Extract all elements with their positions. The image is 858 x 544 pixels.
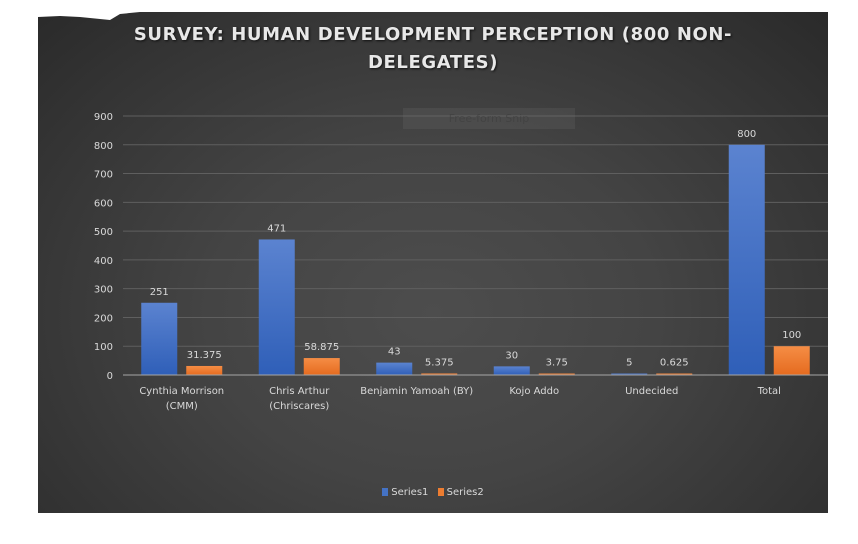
data-label-series2: 3.75 [546, 358, 568, 369]
data-label-series2: 31.375 [187, 350, 222, 361]
data-label-series1: 43 [388, 347, 401, 358]
y-tick-label: 700 [94, 170, 113, 181]
legend-label-series1: Series1 [391, 487, 429, 498]
data-labels: 251 31.375 471 58.875 43 5.375 30 3.75 5 0.625 800… [150, 129, 802, 369]
bar-series2 [538, 373, 575, 375]
bar-series2 [303, 358, 340, 375]
torn-edge [0, 0, 858, 20]
chart-title-line-2: DELEGATES) [367, 52, 499, 73]
legend: Series1 Series2 [38, 487, 828, 498]
bars [141, 144, 810, 375]
bar-series1 [376, 362, 413, 375]
category-labels: Cynthia Morrison (CMM) Chris Arthur (Chrisc… [139, 386, 781, 412]
legend-swatch-series1 [382, 488, 389, 496]
bar-series2 [656, 373, 693, 375]
chart-area: SURVEY: HUMAN DEVELOPMENT PERCEPTION (80… [38, 12, 828, 513]
legend-swatch-series2 [437, 488, 444, 496]
legend-label-series2: Series2 [446, 487, 484, 498]
y-tick-label: 300 [94, 285, 113, 296]
y-axis-ticks: 0 100 200 300 400 500 600 700 800 900 [94, 112, 113, 382]
data-label-series1: 251 [150, 287, 169, 298]
data-label-series1: 471 [267, 223, 286, 234]
bar-series1 [258, 239, 295, 375]
legend-item-series2: Series2 [437, 487, 484, 498]
y-tick-label: 900 [94, 112, 113, 123]
bar-series2 [421, 373, 458, 375]
plot-area: 0 100 200 300 400 500 600 700 800 900 251 31.375 47… [94, 112, 828, 412]
legend-item-series1: Series1 [382, 487, 428, 498]
data-label-series2: 100 [782, 330, 801, 341]
category-label: Kojo Addo [509, 386, 559, 397]
bar-series1 [141, 302, 178, 375]
data-label-series1: 30 [505, 350, 518, 361]
y-tick-label: 100 [94, 342, 113, 353]
bar-series2 [773, 346, 810, 375]
data-label-series2: 58.875 [304, 342, 339, 353]
snip-overlay: Free-form Snip [403, 108, 575, 129]
data-label-series2: 5.375 [425, 357, 454, 368]
y-tick-label: 600 [94, 198, 113, 209]
category-label: Total [757, 386, 781, 397]
bar-series1 [728, 144, 765, 375]
chart-title: SURVEY: HUMAN DEVELOPMENT PERCEPTION (80… [38, 21, 828, 77]
category-label: (Chriscares) [269, 401, 329, 412]
gridlines [123, 115, 828, 347]
chart-title-line-1: SURVEY: HUMAN DEVELOPMENT PERCEPTION (80… [133, 24, 733, 45]
y-tick-label: 0 [107, 371, 113, 382]
y-tick-label: 200 [94, 313, 113, 324]
y-tick-label: 800 [94, 141, 113, 152]
category-label: Cynthia Morrison [139, 386, 224, 397]
category-label: Benjamin Yamoah (BY) [360, 386, 473, 397]
data-label-series1: 800 [737, 129, 756, 140]
y-tick-label: 400 [94, 256, 113, 267]
category-label: Chris Arthur [269, 386, 330, 397]
bar-series1 [493, 366, 530, 375]
data-label-series2: 0.625 [660, 358, 689, 369]
category-label: (CMM) [166, 401, 198, 412]
data-label-series1: 5 [626, 358, 632, 369]
bar-series2 [186, 365, 223, 375]
y-tick-label: 500 [94, 227, 113, 238]
bar-series1 [611, 373, 648, 375]
category-label: Undecided [625, 386, 678, 397]
